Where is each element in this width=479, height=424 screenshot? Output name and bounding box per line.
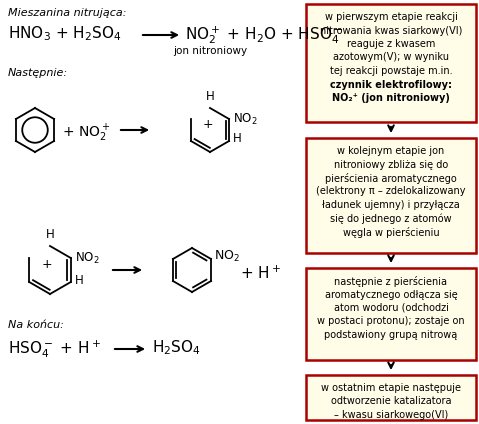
Text: HSO$_4^-$ + H$^+$: HSO$_4^-$ + H$^+$: [8, 338, 101, 360]
Text: aromatycznego odłącza się: aromatycznego odłącza się: [325, 290, 457, 299]
Bar: [306, 375, 476, 420]
Text: węgla w pierścieniu: węgla w pierścieniu: [342, 227, 439, 238]
Text: +: +: [203, 118, 213, 131]
Text: się do jednego z atomów: się do jednego z atomów: [330, 214, 452, 224]
Text: podstawiony grupą nitrową: podstawiony grupą nitrową: [324, 330, 457, 340]
Text: H: H: [205, 90, 215, 103]
Text: nitroniowy zbliża się do: nitroniowy zbliża się do: [334, 159, 448, 170]
Text: H: H: [46, 228, 55, 241]
Text: – kwasu siarkowego(VI): – kwasu siarkowego(VI): [334, 410, 448, 420]
Text: H$_2$SO$_4$: H$_2$SO$_4$: [152, 338, 201, 357]
Text: Następnie:: Następnie:: [8, 68, 68, 78]
Text: Na końcu:: Na końcu:: [8, 320, 64, 330]
Text: w kolejnym etapie jon: w kolejnym etapie jon: [337, 146, 445, 156]
Text: jon nitroniowy: jon nitroniowy: [173, 46, 247, 56]
Bar: [306, 4, 476, 122]
Text: pierścienia aromatycznego: pierścienia aromatycznego: [325, 173, 457, 184]
Text: atom wodoru (odchodzi: atom wodoru (odchodzi: [333, 303, 448, 313]
Text: HNO$_3$ + H$_2$SO$_4$: HNO$_3$ + H$_2$SO$_4$: [8, 24, 122, 43]
Bar: [306, 138, 476, 253]
Text: (elektrony π – zdelokalizowany: (elektrony π – zdelokalizowany: [316, 187, 466, 196]
Text: NO₂⁺ (jon nitroniowy): NO₂⁺ (jon nitroniowy): [332, 93, 450, 103]
Text: czynnik elektrofilowy:: czynnik elektrofilowy:: [330, 80, 452, 89]
Text: + NO$_2^+$: + NO$_2^+$: [62, 123, 110, 144]
Text: nitrowania kwas siarkowy(VI): nitrowania kwas siarkowy(VI): [320, 25, 462, 36]
Text: w ostatnim etapie następuje: w ostatnim etapie następuje: [321, 383, 461, 393]
Text: w pierwszym etapie reakcji: w pierwszym etapie reakcji: [325, 12, 457, 22]
Text: reaguje z kwasem: reaguje z kwasem: [347, 39, 435, 49]
Text: ładunek ujemny) i przyłącza: ładunek ujemny) i przyłącza: [322, 200, 460, 210]
Text: tej reakcji powstaje m.in.: tej reakcji powstaje m.in.: [330, 66, 452, 76]
Text: H: H: [233, 132, 242, 145]
Text: NO$_2^+$ + H$_2$O + HSO$_4^-$: NO$_2^+$ + H$_2$O + HSO$_4^-$: [185, 24, 343, 46]
Text: NO$_2$: NO$_2$: [214, 248, 240, 264]
Text: w postaci protonu); zostaje on: w postaci protonu); zostaje on: [317, 316, 465, 326]
Text: odtworzenie katalizatora: odtworzenie katalizatora: [331, 396, 451, 407]
Text: H: H: [75, 273, 83, 287]
Text: Mieszanina nitrująca:: Mieszanina nitrująca:: [8, 8, 126, 18]
Text: azotowym(V); w wyniku: azotowym(V); w wyniku: [333, 53, 449, 62]
Text: +: +: [42, 259, 52, 271]
Text: + H$^+$: + H$^+$: [240, 265, 281, 282]
Text: NO$_2$: NO$_2$: [233, 112, 258, 126]
Bar: [306, 268, 476, 360]
Text: NO$_2$: NO$_2$: [75, 251, 99, 265]
Text: następnie z pierścienia: następnie z pierścienia: [334, 276, 447, 287]
